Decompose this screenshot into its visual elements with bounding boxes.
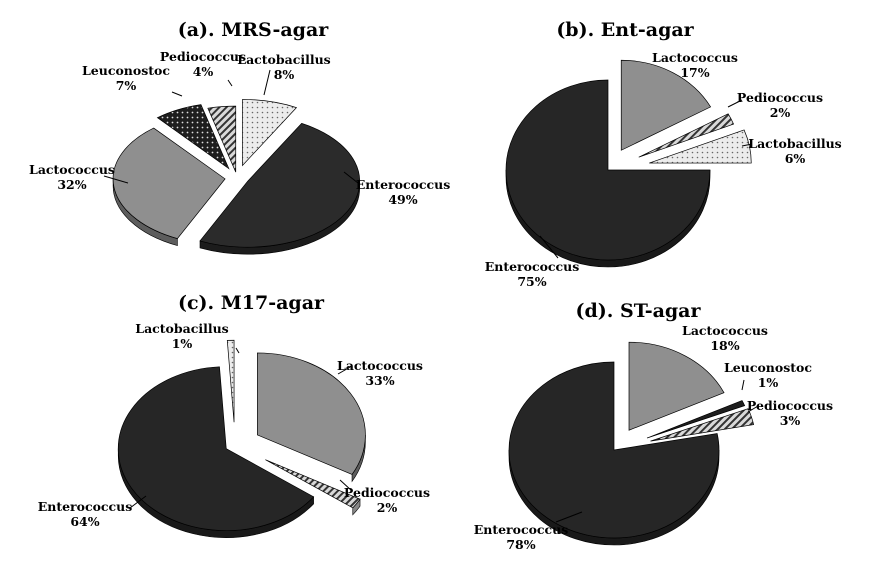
slice-name-label: Enterococcus (356, 177, 451, 192)
leader-line (555, 511, 583, 523)
slice-value-label: 6% (785, 151, 806, 166)
leader-line (235, 347, 240, 354)
slice-name-label: Lactobacillus (135, 321, 228, 336)
leader-line (727, 99, 743, 108)
leader-line (263, 69, 271, 96)
slice-value-label: 1% (758, 375, 779, 390)
slice-value-label: 1% (172, 336, 193, 351)
pie-slice-lactobacillus (226, 339, 235, 423)
leader-line (339, 479, 353, 492)
slice-value-label: 64% (70, 514, 99, 529)
leader-line (103, 175, 129, 184)
slice-value-label: 49% (388, 192, 417, 207)
chart-title: (d). ST-agar (575, 300, 701, 322)
slice-name-label: Enterococcus (474, 522, 569, 537)
slice-name-label: Lactococcus (652, 50, 738, 65)
slice-name-label: Pediococcus (737, 90, 823, 105)
slice-value-label: 4% (193, 64, 214, 79)
slice-value-label: 78% (506, 537, 535, 552)
pie-slice-pediococcus (265, 459, 361, 516)
pie-slice-lactococcus (112, 127, 226, 246)
slice-value-label: 3% (780, 413, 801, 428)
slice-name-label: Pediococcus (344, 485, 430, 500)
slice-name-label: Pediococcus (747, 398, 833, 413)
pie-slice-pediococcus (638, 113, 735, 158)
slice-name-label: Enterococcus (38, 499, 133, 514)
slice-value-label: 2% (770, 105, 791, 120)
pie-slice-enterococcus (505, 79, 711, 268)
leader-line (171, 91, 183, 97)
pie-slice-lactobacillus (649, 129, 752, 164)
slice-name-label: Lactococcus (29, 162, 115, 177)
leader-line (129, 495, 147, 509)
pie-slice-lactococcus (620, 59, 712, 151)
slice-name-label: Lactobacillus (748, 136, 841, 151)
leader-line (747, 405, 759, 413)
chart-title: (b). Ent-agar (556, 19, 694, 41)
slice-name-label: Leuconostoc (724, 360, 812, 375)
leader-line (227, 79, 233, 87)
pie-slice-leuconostoc (646, 400, 746, 439)
slice-name-label: Enterococcus (485, 259, 580, 274)
slice-name-label: Lactococcus (337, 358, 423, 373)
pie-slice-lactobacillus (242, 99, 298, 167)
slice-name-label: Pediococcus (160, 49, 246, 64)
slice-value-label: 32% (57, 177, 86, 192)
leader-line (741, 379, 745, 391)
leader-line (741, 143, 753, 147)
pie-slice-lactococcus (257, 352, 366, 483)
pie-slice-lactococcus (628, 341, 725, 431)
slice-value-label: 17% (680, 65, 709, 80)
leader-line (343, 171, 359, 184)
slice-value-label: 18% (710, 338, 739, 353)
slice-name-label: Lactobacillus (237, 52, 330, 67)
slice-value-label: 8% (274, 67, 295, 82)
slice-name-label: Leuconostoc (82, 63, 170, 78)
chart-title: (a). MRS-agar (178, 19, 330, 41)
pie-slice-enterococcus (199, 122, 361, 255)
pie-slice-leuconostoc (156, 104, 230, 170)
leader-line (337, 365, 353, 375)
slice-value-label: 75% (517, 274, 546, 289)
slice-value-label: 33% (365, 373, 394, 388)
slice-name-label: Lactococcus (682, 323, 768, 338)
pie-slice-pediococcus (650, 408, 755, 442)
pie-slice-enterococcus (508, 361, 720, 546)
slice-value-label: 2% (377, 500, 398, 515)
pie-slice-pediococcus (207, 105, 237, 173)
chart-title: (c). M17-agar (178, 292, 325, 314)
pie-slice-enterococcus (117, 366, 315, 538)
slice-value-label: 7% (116, 78, 137, 93)
leader-line (539, 235, 559, 259)
